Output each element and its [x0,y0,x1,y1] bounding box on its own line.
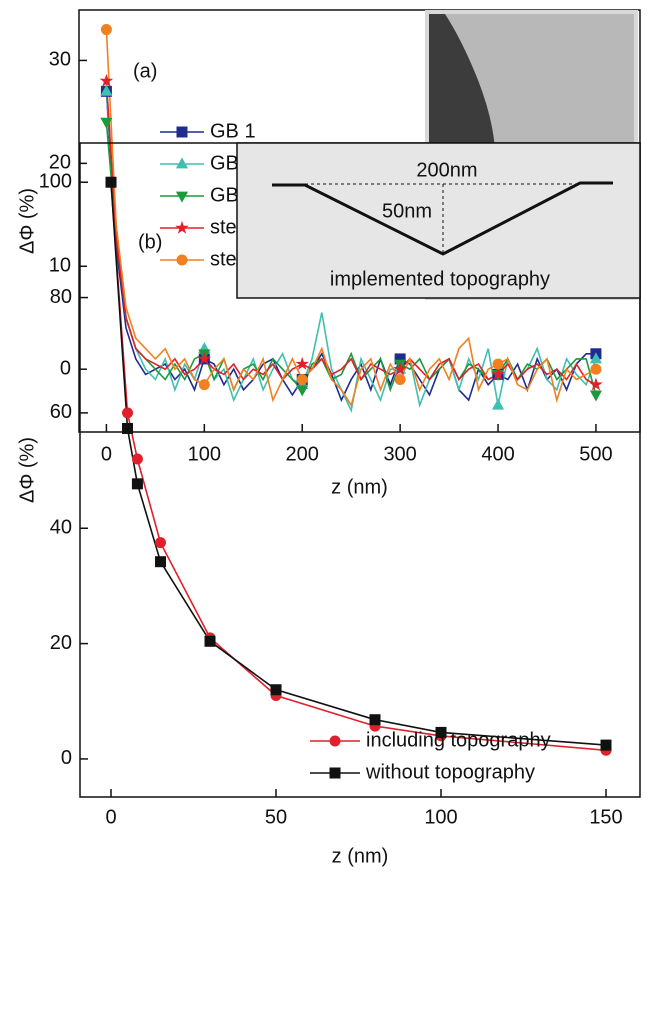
x-tick-label: 100 [188,443,221,465]
marker [589,390,602,402]
y-tick-label: 0 [60,357,71,379]
marker [369,714,381,726]
panel-label: (a) [133,60,157,82]
legend-marker [329,767,341,779]
x-tick-label: 200 [286,443,319,465]
marker [122,407,134,419]
y-tick-label: 0 [61,747,72,769]
annotation: 50nm [382,200,432,222]
inset-frame [236,142,641,299]
y-tick-label: 20 [49,152,71,174]
legend-marker [176,126,188,138]
x-tick-label: 150 [589,806,622,828]
legend-label: GB 1 [210,120,256,142]
marker [155,537,167,549]
legend-marker [175,220,189,234]
marker [204,635,216,647]
marker [589,377,603,391]
y-tick-label: 60 [50,401,72,423]
marker [155,556,167,568]
x-tick-label: 0 [101,443,112,465]
marker [590,363,602,375]
marker [394,353,406,365]
legend-marker [329,735,341,747]
x-tick-label: 50 [265,806,287,828]
legend-marker [176,254,188,266]
legend-label: including topography [366,729,551,751]
x-axis-label: z (nm) [332,845,389,867]
y-tick-label: 80 [50,286,72,308]
marker [600,739,612,751]
marker [296,385,309,397]
y-tick-label: 100 [39,170,72,192]
y-tick-label: 20 [50,632,72,654]
y-axis-label: ΔΦ (%) [16,188,38,254]
marker [122,422,134,434]
marker [197,351,212,365]
topography-line [272,181,613,256]
marker [198,379,210,391]
x-tick-label: 400 [481,443,514,465]
marker [131,453,143,465]
panel-label: (b) [138,231,162,253]
legend-marker [175,157,189,169]
y-tick-label: 30 [49,49,71,71]
marker [491,398,505,410]
marker [393,362,407,375]
y-tick-label: 10 [49,255,71,277]
marker [100,117,113,129]
marker [105,176,117,188]
marker [435,726,447,738]
series-line [105,29,597,408]
x-tick-label: 500 [579,443,612,465]
annotation: 200nm [416,159,477,181]
marker [99,73,114,87]
series-line [105,91,596,403]
y-tick-label: 40 [50,517,72,539]
x-tick-label: 100 [424,806,457,828]
inset-topography: 200nm 50nm implemented topography [236,142,641,299]
marker [491,367,505,381]
marker [100,84,113,96]
annotation: implemented topography [330,268,550,290]
marker [394,374,406,386]
marker [100,24,112,36]
marker [589,352,602,364]
x-axis-label: z (nm) [331,476,388,498]
marker [492,358,504,370]
marker [270,684,282,696]
marker [131,478,143,490]
marker [295,356,310,370]
x-tick-label: 300 [383,443,416,465]
legend-label: without topography [365,761,535,783]
y-axis-label: ΔΦ (%) [16,437,38,503]
legend-marker [175,191,189,203]
marker [296,374,308,386]
x-tick-label: 0 [105,806,116,828]
